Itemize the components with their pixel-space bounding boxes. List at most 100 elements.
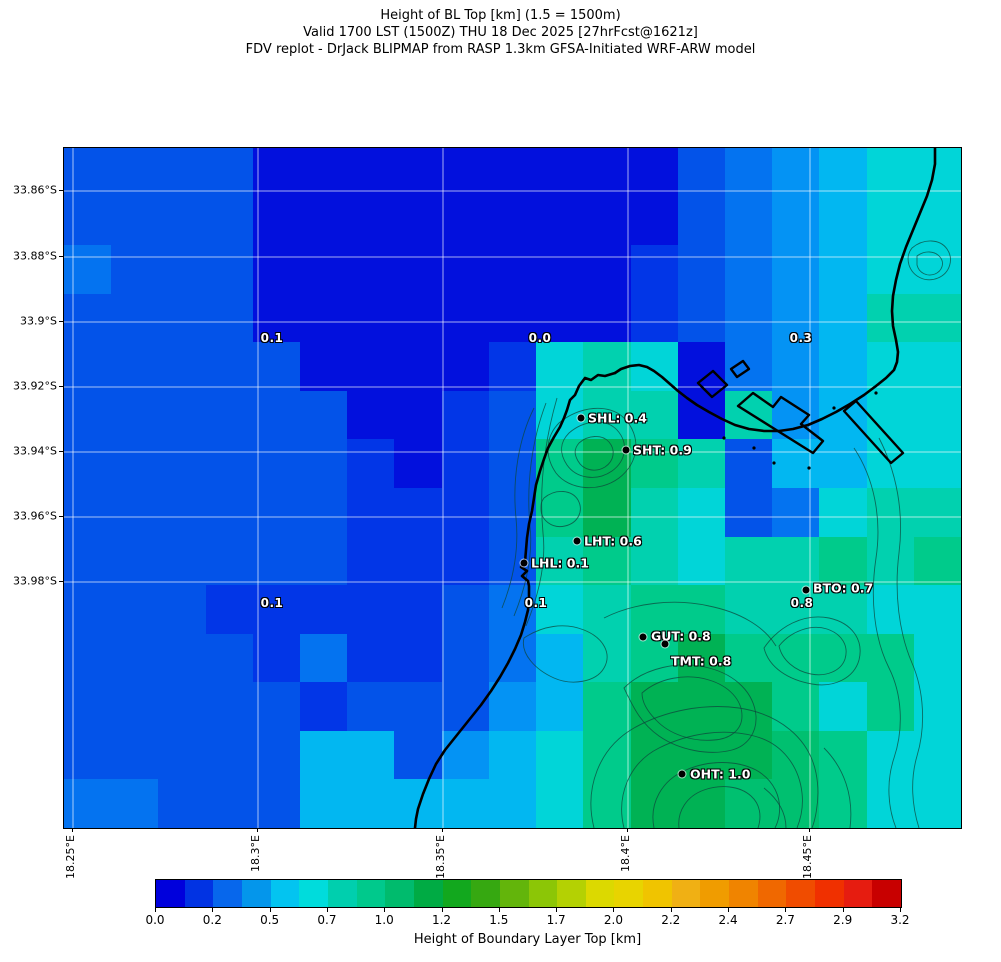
heatmap-cell (111, 779, 159, 828)
heatmap-cell (347, 342, 395, 392)
heatmap-cell (725, 391, 773, 440)
heatmap-cell (347, 245, 395, 295)
heatmap-cell (772, 585, 820, 635)
heatmap-cell (725, 731, 773, 780)
heatmap-cell (394, 682, 443, 732)
heatmap-cell (631, 342, 679, 392)
heatmap-cell (442, 634, 490, 683)
heatmap-cell (206, 245, 254, 295)
heatmap-cell (489, 488, 537, 538)
heatmap-cell (725, 682, 773, 732)
heatmap-cell (536, 585, 584, 635)
colorbar-segment (357, 880, 386, 907)
heatmap-cell (253, 585, 301, 635)
heatmap-cell (489, 682, 537, 732)
heatmap-cell (536, 779, 584, 828)
heatmap-cell (867, 197, 915, 246)
heatmap-cell (394, 488, 443, 538)
heatmap-cell (583, 148, 632, 198)
heatmap-cell (583, 294, 632, 343)
heatmap-cell (678, 245, 726, 295)
heatmap-cell (678, 342, 726, 392)
heatmap-cell (819, 342, 868, 392)
heatmap-cell (394, 585, 443, 635)
heatmap-cell (300, 197, 348, 246)
heatmap-cell (111, 488, 159, 538)
heatmap-cell (158, 197, 207, 246)
heatmap-cell (394, 439, 443, 489)
heatmap-cell (347, 391, 395, 440)
heatmap-cell (111, 634, 159, 683)
colorbar-segment (872, 880, 901, 907)
heatmap-cell (64, 197, 112, 246)
heatmap-cell (394, 537, 443, 586)
heatmap-cell (442, 439, 490, 489)
heatmap-cell (206, 488, 254, 538)
heatmap-cell (914, 682, 961, 732)
x-tick-mark (72, 828, 73, 832)
colorbar-tick-mark (212, 908, 214, 912)
heatmap-cell (442, 488, 490, 538)
heatmap-cell (772, 779, 820, 828)
heatmap-cell (536, 731, 584, 780)
heatmap-cell (631, 682, 679, 732)
heatmap-cell (772, 439, 820, 489)
heatmap-cell (442, 148, 490, 198)
heatmap-cell (158, 634, 207, 683)
heatmap-cell (867, 779, 915, 828)
heatmap-cell (253, 148, 301, 198)
colorbar-segment (729, 880, 759, 907)
heatmap-cell (772, 245, 820, 295)
heatmap-cell (300, 537, 348, 586)
colorbar-title: Height of Boundary Layer Top [km] (413, 932, 642, 947)
heatmap-cell (64, 294, 112, 343)
colorbar-tick-mark (842, 908, 844, 912)
colorbar-tick-mark (613, 908, 615, 912)
map-plot-area (63, 147, 962, 829)
heatmap-cell (489, 148, 537, 198)
heatmap-cell (678, 391, 726, 440)
heatmap-cell (206, 731, 254, 780)
heatmap-cell (819, 488, 868, 538)
colorbar-segment (586, 880, 615, 907)
heatmap-cell (678, 779, 726, 828)
heatmap-cell (536, 634, 584, 683)
heatmap-cell (489, 294, 537, 343)
heatmap-cell (583, 391, 632, 440)
heatmap-cell (253, 634, 301, 683)
heatmap-cell (725, 488, 773, 538)
heatmap-cell (489, 439, 537, 489)
heatmap-cell (725, 342, 773, 392)
colorbar-segment (700, 880, 730, 907)
colorbar-segment (672, 880, 701, 907)
heatmap-cell (111, 197, 159, 246)
heatmap-cell (914, 294, 961, 343)
colorbar-segment (614, 880, 644, 907)
heatmap-cell (206, 148, 254, 198)
heatmap-cell (536, 682, 584, 732)
x-tick-mark (627, 828, 628, 832)
heatmap-cell (631, 585, 679, 635)
heatmap-cell (394, 731, 443, 780)
heatmap-cell (914, 148, 961, 198)
colorbar-tick-mark (785, 908, 787, 912)
heatmap-cell (206, 197, 254, 246)
heatmap-cell (914, 779, 961, 828)
y-tick-label: 33.86°S (13, 183, 57, 197)
heatmap-cell (206, 585, 254, 635)
heatmap-cell (489, 537, 537, 586)
title-line-2: Valid 1700 LST (1500Z) THU 18 Dec 2025 [… (303, 25, 698, 40)
colorbar-tick-label: 1.5 (489, 913, 509, 927)
heatmap-cell (678, 197, 726, 246)
heatmap-cell (536, 537, 584, 586)
heatmap-cell (772, 148, 820, 198)
heatmap-cell (442, 342, 490, 392)
colorbar-tick-mark (670, 908, 672, 912)
heatmap-cell (725, 245, 773, 295)
colorbar-tick-label: 0.0 (145, 913, 165, 927)
heatmap-cell (536, 342, 584, 392)
heatmap-cell (206, 634, 254, 683)
colorbar-tick-mark (384, 908, 386, 912)
colorbar-tick-label: 2.7 (775, 913, 795, 927)
